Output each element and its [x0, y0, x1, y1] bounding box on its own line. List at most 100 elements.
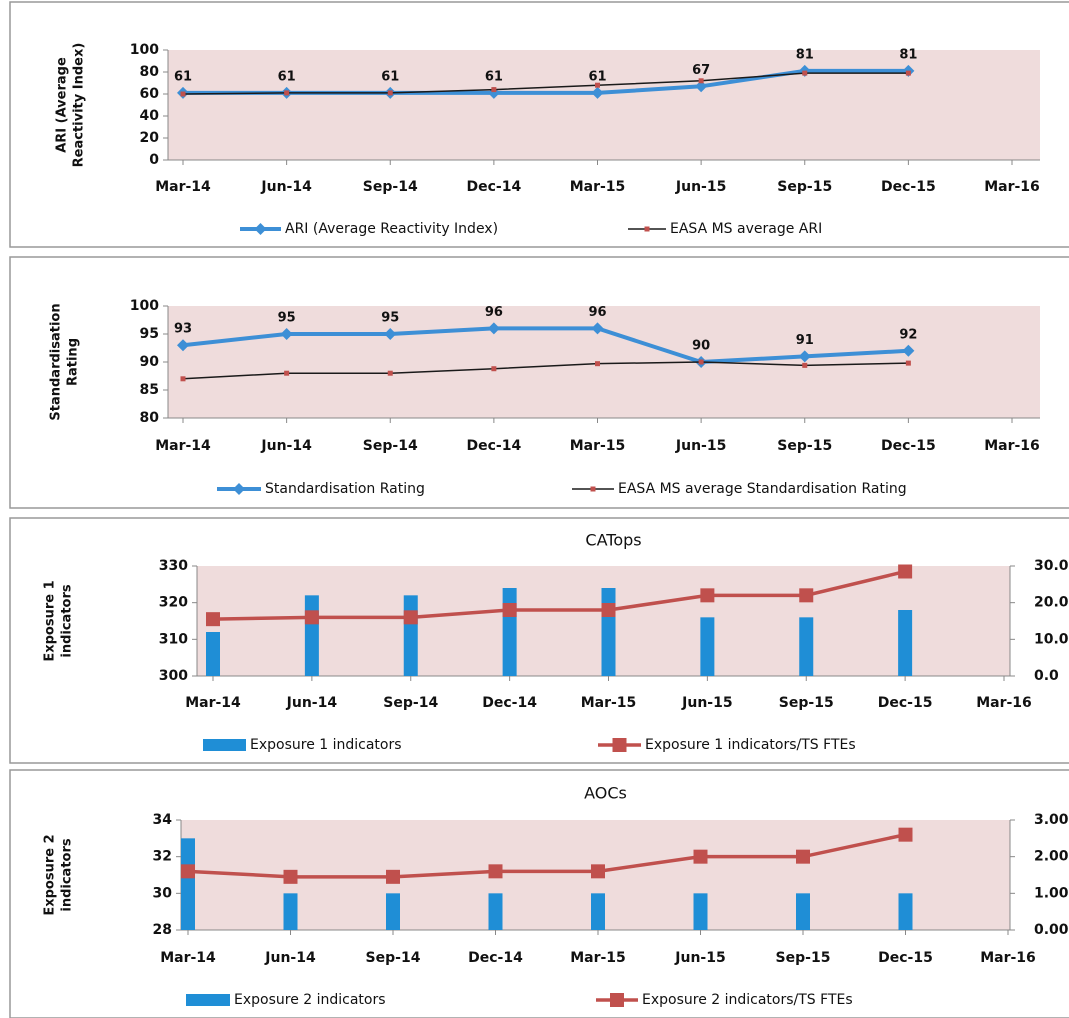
data-label: 92 [899, 327, 917, 342]
y-tick-label: 300 [159, 668, 188, 684]
bar [591, 893, 605, 930]
x-tick-label: Dec-14 [467, 438, 522, 454]
legend-label: Exposure 1 indicators/TS FTEs [645, 737, 856, 753]
x-tick-label: Mar-16 [976, 695, 1032, 711]
data-label: 67 [692, 63, 710, 78]
legend-swatch [186, 994, 230, 1006]
legend-marker [612, 738, 627, 752]
x-tick-label: Mar-14 [160, 950, 216, 966]
y-tick-label: 90 [140, 354, 160, 370]
y-axis-label: Reactivity Index) [72, 43, 87, 168]
y-tick-label: 85 [140, 382, 159, 398]
x-tick-label: Dec-14 [467, 179, 522, 195]
x-tick-label: Sep-14 [383, 695, 438, 711]
y2-tick-label: 1.00 [1034, 885, 1069, 901]
data-label: 95 [381, 311, 399, 326]
point [898, 564, 913, 579]
y-tick-label: 100 [130, 298, 159, 314]
point [693, 849, 708, 864]
point [487, 322, 500, 335]
series-line [182, 72, 909, 95]
x-tick-label: Sep-15 [776, 950, 831, 966]
point [387, 90, 393, 96]
y2-tick-label: 0.0 [1034, 668, 1059, 684]
x-tick-label: Jun-15 [681, 695, 732, 711]
bar [799, 617, 814, 676]
bar [304, 595, 319, 676]
x-tick-label: Jun-14 [260, 438, 312, 454]
y-tick-label: 0 [149, 152, 159, 168]
plot-area [168, 50, 1040, 160]
x-tick-label: Mar-15 [570, 179, 626, 195]
y2-tick-label: 0.00 [1034, 922, 1069, 938]
y2-tick-label: 3.00 [1034, 812, 1069, 828]
x-tick-label: Dec-15 [881, 438, 936, 454]
y-tick-label: 80 [140, 64, 160, 80]
point [180, 376, 186, 382]
y-tick-label: 28 [153, 922, 172, 938]
y-tick-label: 60 [140, 86, 160, 102]
x-tick-label: Mar-15 [570, 438, 626, 454]
legend-swatch [203, 739, 246, 751]
point [403, 610, 418, 625]
y-tick-label: 330 [159, 558, 188, 574]
chart-title: CATops [585, 531, 641, 550]
point [601, 603, 616, 617]
data-label: 61 [485, 69, 503, 84]
x-tick-label: Sep-15 [777, 179, 832, 195]
x-tick-label: Dec-15 [878, 950, 933, 966]
data-label: 61 [381, 69, 399, 84]
y2-tick-label: 20.0 [1034, 595, 1069, 611]
x-tick-label: Mar-14 [155, 179, 211, 195]
data-label: 61 [588, 69, 606, 84]
data-label: 95 [278, 311, 296, 326]
x-tick-label: Sep-15 [779, 695, 834, 711]
legend-marker [644, 226, 650, 232]
legend-label: Exposure 1 indicators [250, 737, 402, 753]
point [798, 350, 811, 363]
x-tick-label: Jun-15 [675, 438, 726, 454]
data-label: 96 [485, 305, 503, 320]
x-tick-label: Jun-14 [264, 950, 316, 966]
y-axis-label: Exposure 2 [43, 834, 58, 915]
point [177, 339, 189, 352]
point [284, 90, 290, 96]
bar [700, 617, 715, 676]
point [898, 827, 913, 842]
point [695, 80, 708, 93]
legend-label: ARI (Average Reactivity Index) [285, 221, 498, 237]
series-line [182, 326, 909, 365]
panel-border [9, 517, 1069, 764]
y-tick-label: 32 [153, 849, 172, 865]
bar [898, 893, 913, 930]
x-tick-label: Jun-15 [674, 950, 725, 966]
panel-border [9, 256, 1069, 509]
bar [796, 893, 810, 930]
x-tick-label: Sep-15 [777, 438, 832, 454]
x-tick-label: Jun-15 [675, 179, 726, 195]
x-tick-label: Mar-15 [581, 695, 637, 711]
x-tick-label: Mar-16 [984, 179, 1040, 195]
y2-tick-label: 30.0 [1034, 558, 1069, 574]
x-tick-label: Dec-15 [881, 179, 936, 195]
x-tick-label: Sep-14 [366, 950, 421, 966]
point [698, 78, 704, 84]
point [595, 82, 600, 88]
point [905, 360, 911, 366]
point [796, 849, 810, 864]
legend-label: Exposure 2 indicators [234, 992, 386, 1008]
point [799, 588, 814, 603]
series-line [212, 569, 906, 621]
plot-area [168, 306, 1040, 418]
point [491, 366, 497, 372]
data-label: 90 [692, 339, 710, 354]
x-tick-label: Dec-14 [468, 950, 523, 966]
point [384, 328, 397, 340]
series-line [182, 361, 909, 380]
chart-title: AOCs [584, 784, 627, 803]
point [280, 328, 293, 340]
point [304, 610, 319, 625]
bar [488, 893, 503, 930]
